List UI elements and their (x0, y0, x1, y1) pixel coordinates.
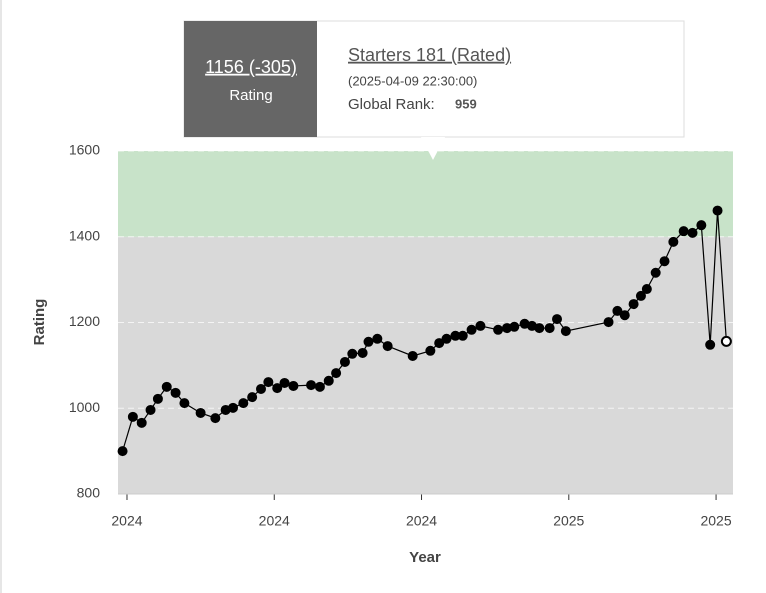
data-point (136, 417, 147, 428)
data-point (612, 305, 623, 316)
data-point (288, 380, 299, 391)
data-point (668, 236, 679, 247)
data-point (705, 339, 716, 350)
data-point (263, 377, 274, 388)
data-point (279, 377, 290, 388)
data-point (493, 324, 504, 335)
data-point (161, 381, 172, 392)
data-point (509, 321, 520, 332)
data-point (678, 226, 689, 237)
tooltip-pointer (421, 137, 445, 160)
x-tick-label: 2024 (259, 513, 290, 529)
data-point (441, 333, 452, 344)
data-point (659, 256, 670, 267)
tooltip-rating-label: Rating (229, 87, 272, 104)
data-point (306, 380, 317, 391)
tooltip-rating-panel (184, 21, 317, 137)
selected-point (720, 335, 732, 347)
data-point (382, 341, 393, 352)
data-point (407, 350, 418, 361)
rating-band (118, 151, 733, 237)
data-point (117, 446, 128, 457)
tooltip-rank: 959 (455, 96, 477, 111)
data-point (457, 330, 468, 341)
data-point (712, 205, 723, 216)
data-point (127, 411, 138, 422)
y-tick-label: 1200 (69, 313, 100, 329)
data-point (247, 392, 258, 403)
data-point (628, 299, 639, 310)
tooltip: 1156 (-305) Rating Starters 181 (Rated) … (183, 20, 685, 160)
data-point (560, 326, 571, 337)
data-point (152, 393, 163, 404)
data-point (687, 227, 698, 238)
x-tick-label: 2024 (406, 513, 437, 529)
data-point (603, 317, 614, 328)
data-point (179, 398, 190, 409)
data-point (255, 383, 266, 394)
x-axis-title: Year (409, 549, 441, 566)
data-point (339, 356, 350, 367)
data-point (357, 347, 368, 358)
x-tick-label: 2025 (700, 513, 731, 529)
data-point (331, 368, 342, 379)
tooltip-rating: 1156 (-305) (205, 57, 297, 77)
data-point (145, 404, 156, 415)
data-point (696, 220, 707, 231)
tooltip-rank-label: Global Rank: (348, 96, 435, 113)
y-axis-title: Rating (31, 299, 48, 346)
x-tick-label: 2024 (111, 513, 142, 529)
data-point (228, 402, 239, 413)
data-point (195, 407, 206, 418)
data-point (210, 413, 221, 424)
data-point (314, 381, 325, 392)
data-point (650, 267, 661, 278)
y-tick-label: 1600 (69, 142, 100, 158)
plot-area: 800 1000 1200 1400 1600 2024 2024 2024 2025 2025 (69, 142, 733, 529)
data-point (544, 323, 555, 334)
tooltip-contest[interactable]: Starters 181 (Rated) (348, 45, 511, 65)
data-point (635, 290, 646, 301)
data-point (347, 348, 358, 359)
data-point (272, 383, 283, 394)
x-tick-label: 2025 (553, 513, 584, 529)
y-tick-label: 800 (77, 485, 101, 501)
data-point (552, 314, 563, 325)
rating-band (118, 236, 733, 494)
data-point (323, 375, 334, 386)
y-tick-label: 1000 (69, 399, 100, 415)
tooltip-date: (2025-04-09 22:30:00) (348, 73, 477, 88)
data-point (425, 345, 436, 356)
data-point (238, 398, 249, 409)
data-point (372, 333, 383, 344)
data-point (434, 338, 445, 349)
data-point (475, 320, 486, 331)
data-point (466, 324, 477, 335)
data-point (641, 284, 652, 295)
data-point (619, 310, 630, 321)
data-point (363, 336, 374, 347)
y-tick-label: 1400 (69, 227, 100, 243)
data-point (170, 387, 181, 398)
data-point (534, 323, 545, 334)
